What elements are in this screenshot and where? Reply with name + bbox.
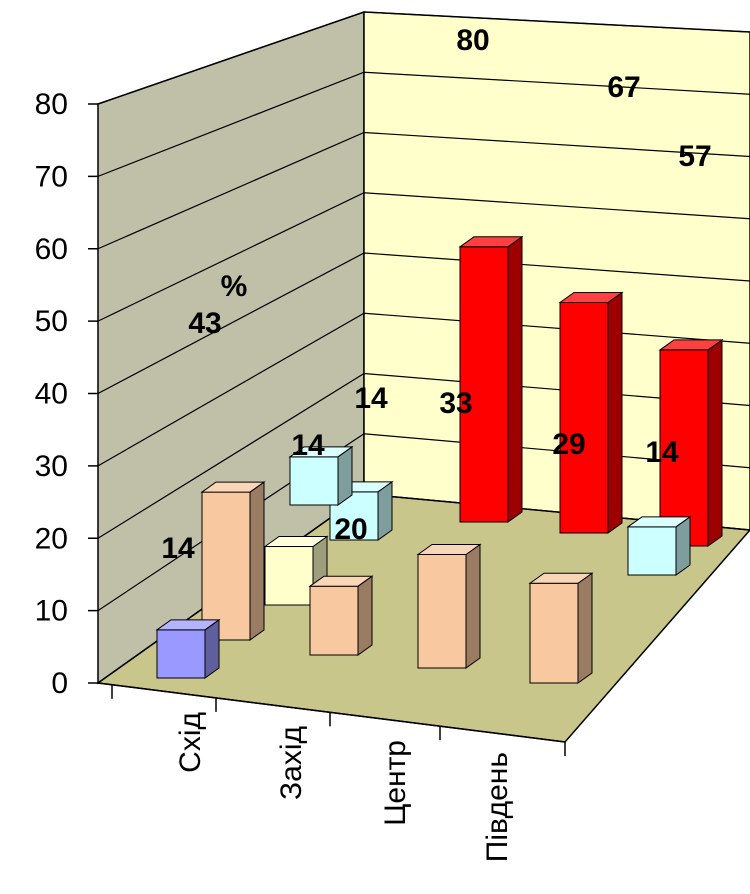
bar-front	[289, 456, 339, 506]
bar-front	[264, 546, 314, 606]
y-axis: 0 10 20 30 40 50 60 70 80	[35, 88, 98, 700]
data-label: 14	[291, 429, 325, 462]
bar	[658, 338, 724, 547]
bar	[200, 481, 266, 641]
data-label: 43	[188, 307, 221, 340]
bar-top	[558, 292, 624, 304]
category-label: Захід	[275, 726, 308, 800]
y-tick-label: 30	[35, 450, 68, 483]
y-tick-label: 0	[51, 667, 68, 700]
bars	[155, 235, 724, 684]
bar	[558, 291, 624, 534]
category-label: Схід	[174, 712, 207, 773]
gridline	[97, 71, 750, 177]
gridline	[97, 192, 750, 322]
data-label: 29	[552, 428, 585, 461]
y-tick-label: 10	[35, 595, 68, 628]
bar-front	[659, 349, 709, 547]
bar	[263, 535, 329, 606]
bar	[308, 575, 374, 656]
bar-front	[559, 302, 609, 534]
bar-top	[626, 516, 692, 528]
bar	[528, 572, 594, 684]
bar-top	[263, 536, 329, 548]
bar-front	[156, 629, 206, 679]
data-label: 80	[456, 24, 489, 57]
data-label: 14	[645, 436, 679, 469]
gridline	[97, 11, 750, 105]
bar	[458, 235, 524, 523]
bar-side	[357, 575, 373, 656]
bar-top	[528, 572, 594, 584]
bar-front	[201, 491, 251, 641]
bar-side	[507, 235, 523, 523]
bar-side	[607, 291, 623, 534]
data-labels: 14 43 14 14 20 33 80 29 67 14 57%	[161, 24, 711, 565]
bar-side	[249, 481, 265, 641]
y-tick-label: 40	[35, 378, 68, 411]
y-tick-label: 20	[35, 522, 68, 555]
bar	[626, 515, 692, 576]
bar-top	[308, 575, 374, 587]
bar-front	[459, 246, 509, 523]
bar-side	[465, 543, 481, 669]
data-label: 14	[161, 532, 195, 565]
bar-top	[416, 543, 482, 555]
data-label: 20	[334, 513, 367, 546]
x-axis: Схід Захід Центр Південь	[97, 682, 566, 862]
bar-top	[288, 446, 354, 458]
bar-top	[155, 619, 221, 631]
bar-top	[200, 481, 266, 493]
y-tick-label: 80	[35, 88, 68, 121]
bar-top	[458, 236, 524, 248]
bar	[155, 618, 221, 679]
bar-front	[309, 585, 359, 656]
bar-side	[577, 572, 593, 684]
bar	[416, 543, 482, 669]
x-axis-line	[97, 682, 566, 743]
y-tick-label: 70	[35, 160, 68, 193]
category-label: Південь	[481, 752, 514, 862]
y-tick-label: 60	[35, 233, 68, 266]
bar-front	[417, 553, 467, 669]
data-label: 57	[678, 140, 711, 173]
bar-front	[529, 582, 579, 684]
gridline	[97, 252, 750, 395]
bar-front	[627, 526, 677, 576]
bar-top	[658, 339, 724, 351]
data-label: 14	[354, 382, 388, 415]
unit-annotation: %	[221, 270, 248, 303]
bar-side	[707, 338, 723, 547]
y-tick-label: 50	[35, 305, 68, 338]
gridline	[97, 131, 750, 250]
category-label: Центр	[379, 740, 412, 826]
data-label: 67	[607, 71, 640, 104]
bar	[288, 445, 354, 506]
data-label: 33	[439, 387, 472, 420]
